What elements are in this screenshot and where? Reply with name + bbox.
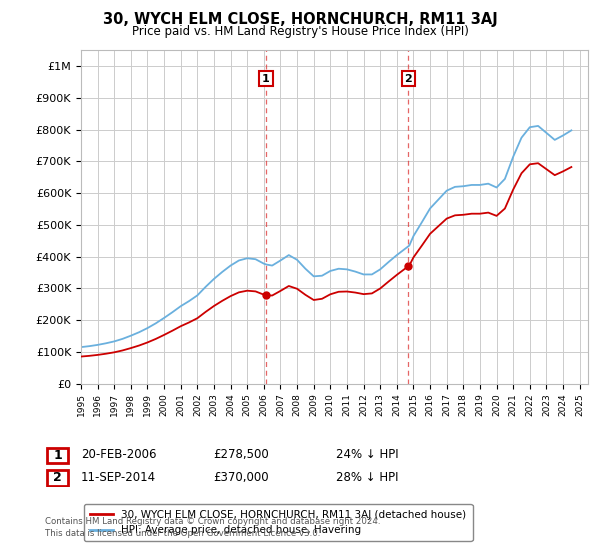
- FancyBboxPatch shape: [47, 470, 68, 486]
- Text: Price paid vs. HM Land Registry's House Price Index (HPI): Price paid vs. HM Land Registry's House …: [131, 25, 469, 38]
- Legend: 30, WYCH ELM CLOSE, HORNCHURCH, RM11 3AJ (detached house), HPI: Average price, d: 30, WYCH ELM CLOSE, HORNCHURCH, RM11 3AJ…: [83, 504, 473, 542]
- Text: 1: 1: [262, 74, 270, 84]
- Text: 1: 1: [53, 449, 62, 462]
- Text: £278,500: £278,500: [213, 448, 269, 461]
- Text: 11-SEP-2014: 11-SEP-2014: [81, 470, 156, 484]
- Text: 24% ↓ HPI: 24% ↓ HPI: [336, 448, 398, 461]
- FancyBboxPatch shape: [47, 448, 68, 463]
- Text: 2: 2: [404, 74, 412, 84]
- Text: 30, WYCH ELM CLOSE, HORNCHURCH, RM11 3AJ: 30, WYCH ELM CLOSE, HORNCHURCH, RM11 3AJ: [103, 12, 497, 27]
- Text: 20-FEB-2006: 20-FEB-2006: [81, 448, 157, 461]
- Text: 28% ↓ HPI: 28% ↓ HPI: [336, 470, 398, 484]
- Text: This data is licensed under the Open Government Licence v3.0.: This data is licensed under the Open Gov…: [45, 529, 320, 538]
- Text: 2: 2: [53, 472, 62, 484]
- Text: £370,000: £370,000: [213, 470, 269, 484]
- Text: Contains HM Land Registry data © Crown copyright and database right 2024.: Contains HM Land Registry data © Crown c…: [45, 517, 380, 526]
